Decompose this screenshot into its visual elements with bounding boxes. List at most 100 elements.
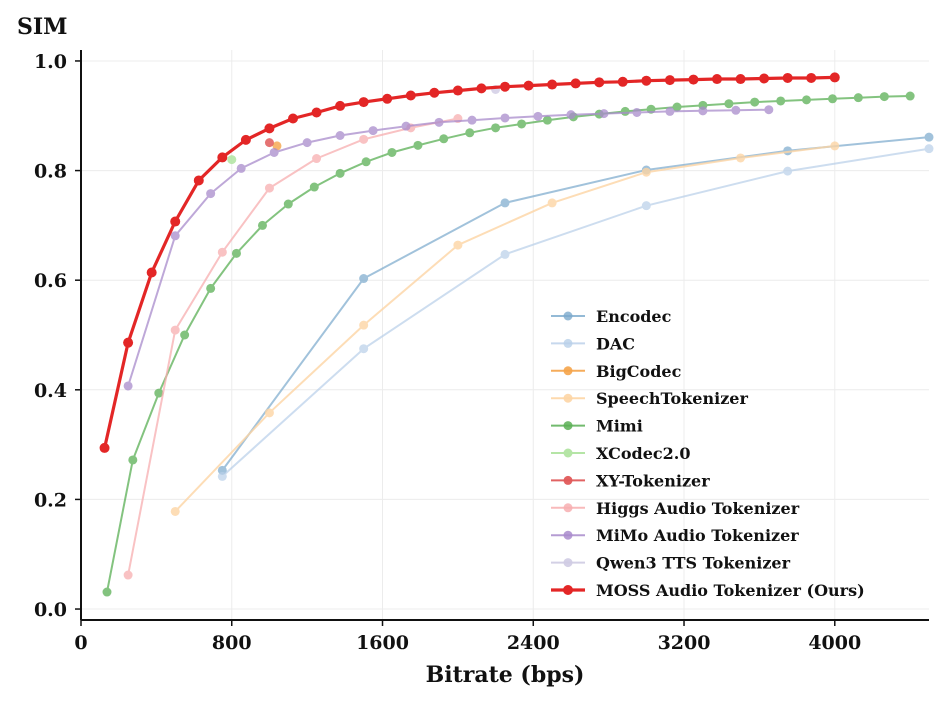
data-point <box>123 337 134 348</box>
data-point <box>829 72 840 83</box>
series-higgs-audio-tokenizer <box>123 114 463 580</box>
data-point <box>641 167 651 177</box>
data-point <box>830 141 840 151</box>
data-point <box>170 231 180 241</box>
data-point <box>570 78 581 89</box>
legend-label: XCodec2.0 <box>596 444 690 463</box>
legend-swatch-marker <box>563 448 573 458</box>
legend-swatch-marker <box>563 585 573 595</box>
data-point <box>264 183 274 193</box>
data-point <box>359 134 369 144</box>
data-point <box>359 274 369 284</box>
y-tick-label: 0.4 <box>34 380 67 402</box>
data-point <box>264 138 274 148</box>
data-point <box>542 115 552 125</box>
legend-item: Qwen3 TTS Tokenizer <box>551 554 791 573</box>
data-point <box>641 201 651 211</box>
data-point <box>302 138 312 148</box>
data-point <box>853 93 863 103</box>
series-mimo-audio-tokenizer <box>123 105 774 391</box>
data-point <box>358 97 369 108</box>
data-point <box>382 93 393 104</box>
data-point <box>500 113 510 123</box>
data-point <box>439 134 449 144</box>
data-point <box>547 198 557 208</box>
data-point <box>206 283 216 293</box>
data-point <box>193 175 204 186</box>
data-point <box>712 74 722 85</box>
legend-label: DAC <box>596 334 635 353</box>
data-point <box>231 248 241 258</box>
data-point <box>517 119 527 129</box>
series-layer <box>99 72 934 597</box>
y-tick-label: 1.0 <box>34 51 67 73</box>
data-point <box>599 109 609 119</box>
data-point <box>257 220 267 230</box>
legend-item: MOSS Audio Tokenizer (Ours) <box>551 581 865 600</box>
legend-swatch-marker <box>563 530 573 540</box>
data-point <box>750 97 760 107</box>
legend-swatch-marker <box>563 311 573 321</box>
y-tick-label: 0.6 <box>34 270 67 292</box>
data-point <box>500 249 510 259</box>
series-line <box>221 136 930 471</box>
y-tick-label: 0.8 <box>34 161 67 183</box>
legend-item: MiMo Audio Tokenizer <box>551 526 799 545</box>
legend-label: MOSS Audio Tokenizer (Ours) <box>596 581 865 600</box>
data-point <box>828 94 838 104</box>
data-point <box>776 96 786 106</box>
series-xcodec2-0 <box>227 155 237 165</box>
data-point <box>264 123 275 134</box>
legend-swatch-marker <box>563 475 573 485</box>
data-point <box>806 72 817 83</box>
data-point <box>476 83 487 94</box>
data-point <box>782 72 793 83</box>
data-point <box>905 91 915 101</box>
legend-swatch-marker <box>563 393 573 403</box>
legend-swatch-marker <box>563 366 573 376</box>
data-point <box>217 152 228 163</box>
series-encodec <box>217 132 934 475</box>
series-line <box>127 117 459 576</box>
data-point <box>724 99 734 109</box>
data-point <box>924 132 934 142</box>
legend-swatch-marker <box>563 503 573 513</box>
data-point <box>401 121 411 131</box>
data-point <box>361 157 371 167</box>
series-line <box>127 108 769 387</box>
y-tick-label: 0.0 <box>34 599 67 621</box>
x-tick-label: 2400 <box>507 632 560 654</box>
legend-label: XY-Tokenizer <box>596 471 710 490</box>
data-point <box>632 107 642 117</box>
data-point <box>359 320 369 330</box>
legend-swatch-marker <box>563 421 573 431</box>
data-point <box>217 471 227 481</box>
series-mimi <box>102 91 915 597</box>
legend-item: Mimi <box>551 417 643 436</box>
data-point <box>641 75 652 86</box>
data-point <box>387 147 397 157</box>
data-point <box>146 267 157 278</box>
legend: Encodec DAC BigCodec SpeechTokenizer Mimi XCo… <box>551 307 865 600</box>
data-point <box>759 73 770 84</box>
data-point <box>736 153 746 163</box>
legend-label: BigCodec <box>596 362 682 381</box>
series-line <box>221 147 930 478</box>
data-point <box>288 113 298 124</box>
data-point <box>180 330 190 340</box>
y-tick-label: 0.2 <box>34 489 67 511</box>
grid <box>80 50 929 620</box>
legend-item: XY-Tokenizer <box>551 471 710 490</box>
x-tick-label: 3200 <box>658 632 711 654</box>
data-point <box>102 587 112 597</box>
data-point <box>500 81 510 92</box>
legend-swatch-marker <box>563 338 573 348</box>
series-dac <box>217 144 934 481</box>
x-tick-label: 800 <box>212 632 252 654</box>
data-point <box>335 100 346 111</box>
data-point <box>453 240 463 250</box>
legend-item: SpeechTokenizer <box>551 389 748 408</box>
data-point <box>664 75 675 86</box>
